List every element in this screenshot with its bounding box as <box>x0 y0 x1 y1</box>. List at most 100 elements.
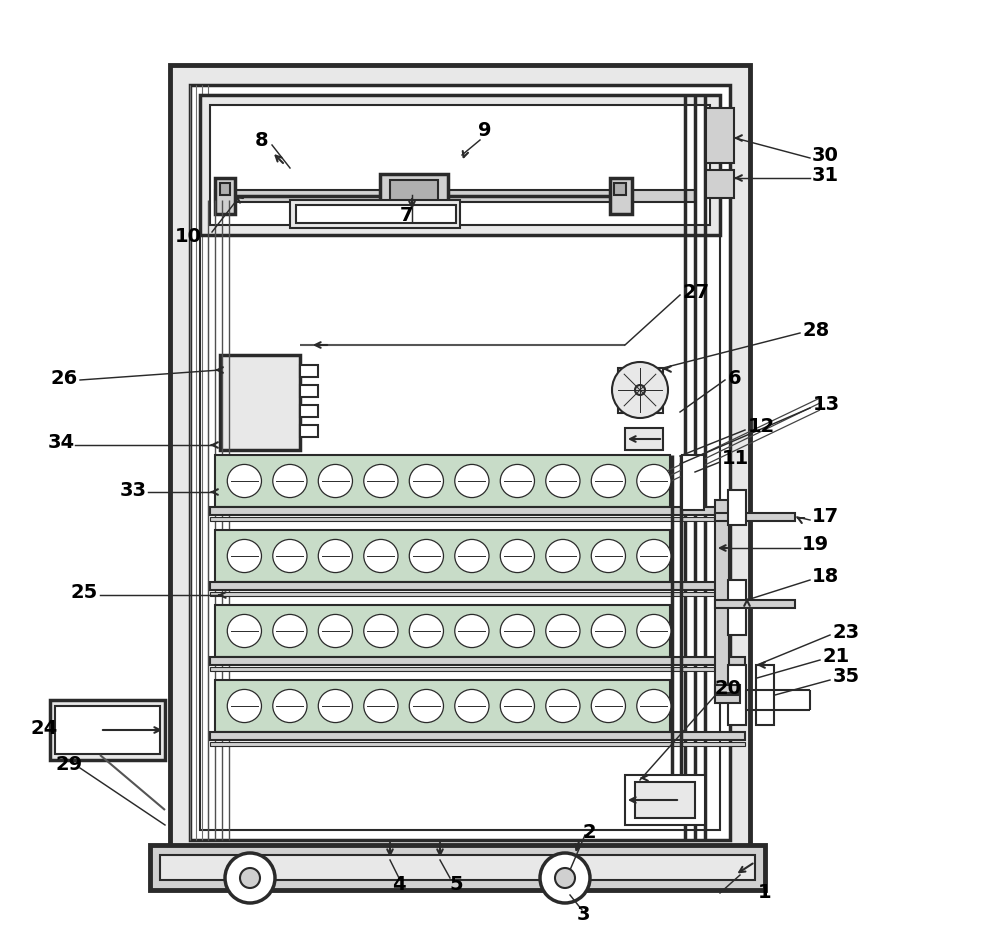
Bar <box>715 500 729 700</box>
Text: 18: 18 <box>812 568 839 587</box>
Text: 11: 11 <box>722 448 749 467</box>
Text: 27: 27 <box>683 283 710 302</box>
Ellipse shape <box>546 540 580 572</box>
Bar <box>210 742 745 746</box>
Ellipse shape <box>227 615 261 648</box>
Text: 31: 31 <box>812 165 839 184</box>
Text: 17: 17 <box>812 507 839 525</box>
Bar <box>300 365 318 377</box>
Ellipse shape <box>273 464 307 497</box>
Text: 20: 20 <box>715 679 742 697</box>
Ellipse shape <box>318 464 352 497</box>
Bar <box>715 513 795 521</box>
Ellipse shape <box>409 615 443 648</box>
Bar <box>220 355 300 450</box>
Text: 5: 5 <box>449 875 463 895</box>
Ellipse shape <box>364 689 398 723</box>
Ellipse shape <box>318 615 352 648</box>
Bar <box>300 385 318 397</box>
Ellipse shape <box>409 464 443 497</box>
Bar <box>160 855 755 880</box>
Text: 21: 21 <box>822 648 849 666</box>
Ellipse shape <box>591 540 625 572</box>
Text: 26: 26 <box>50 368 77 387</box>
Bar <box>380 174 448 214</box>
Bar <box>706 108 734 163</box>
Ellipse shape <box>227 464 261 497</box>
Circle shape <box>555 868 575 888</box>
Ellipse shape <box>637 464 671 497</box>
Bar <box>215 680 670 732</box>
Ellipse shape <box>455 615 489 648</box>
Text: 33: 33 <box>120 480 147 499</box>
Ellipse shape <box>409 540 443 572</box>
Ellipse shape <box>409 689 443 723</box>
Text: 10: 10 <box>175 227 202 245</box>
Bar <box>614 183 626 195</box>
Ellipse shape <box>546 689 580 723</box>
Bar <box>715 695 740 703</box>
Ellipse shape <box>227 689 261 723</box>
Ellipse shape <box>455 464 489 497</box>
Bar <box>728 580 746 635</box>
Ellipse shape <box>500 615 534 648</box>
Text: 6: 6 <box>728 368 742 387</box>
Bar <box>170 65 750 860</box>
Text: 3: 3 <box>577 905 590 925</box>
Bar <box>296 205 456 223</box>
Text: 35: 35 <box>833 667 860 686</box>
Bar <box>200 95 720 830</box>
Bar <box>390 180 438 208</box>
Bar <box>215 190 695 202</box>
Bar <box>150 845 765 890</box>
Bar <box>406 212 422 222</box>
Circle shape <box>240 868 260 888</box>
Bar <box>215 605 670 657</box>
Bar <box>706 170 734 198</box>
Bar <box>210 105 710 225</box>
Circle shape <box>225 853 275 903</box>
Bar <box>625 775 705 825</box>
Text: 9: 9 <box>478 120 492 139</box>
Ellipse shape <box>364 540 398 572</box>
Circle shape <box>540 853 590 903</box>
Text: 1: 1 <box>758 884 772 902</box>
Text: 34: 34 <box>48 432 75 451</box>
Bar <box>728 665 746 725</box>
Bar <box>210 657 745 665</box>
Text: 24: 24 <box>30 718 57 738</box>
Bar <box>715 685 740 693</box>
Ellipse shape <box>273 540 307 572</box>
Bar <box>210 507 745 515</box>
Bar <box>190 85 730 840</box>
Bar <box>215 178 235 214</box>
Ellipse shape <box>500 464 534 497</box>
Ellipse shape <box>318 540 352 572</box>
Bar <box>300 405 318 417</box>
Bar <box>215 530 670 582</box>
Ellipse shape <box>455 540 489 572</box>
Bar <box>610 178 632 214</box>
Bar <box>682 455 704 510</box>
Ellipse shape <box>364 464 398 497</box>
Ellipse shape <box>318 689 352 723</box>
Bar <box>728 490 746 525</box>
Text: 12: 12 <box>748 416 775 435</box>
Text: 30: 30 <box>812 146 839 164</box>
Ellipse shape <box>273 689 307 723</box>
Bar <box>635 782 695 818</box>
Ellipse shape <box>455 689 489 723</box>
Text: 8: 8 <box>255 131 269 149</box>
Bar <box>210 582 745 590</box>
Ellipse shape <box>591 689 625 723</box>
Bar <box>200 95 720 235</box>
Text: 28: 28 <box>802 321 829 339</box>
Bar <box>215 455 670 507</box>
Ellipse shape <box>364 615 398 648</box>
Ellipse shape <box>500 689 534 723</box>
Text: 25: 25 <box>70 584 97 603</box>
Ellipse shape <box>591 615 625 648</box>
Bar <box>625 428 663 450</box>
Bar <box>210 667 745 671</box>
Ellipse shape <box>546 464 580 497</box>
